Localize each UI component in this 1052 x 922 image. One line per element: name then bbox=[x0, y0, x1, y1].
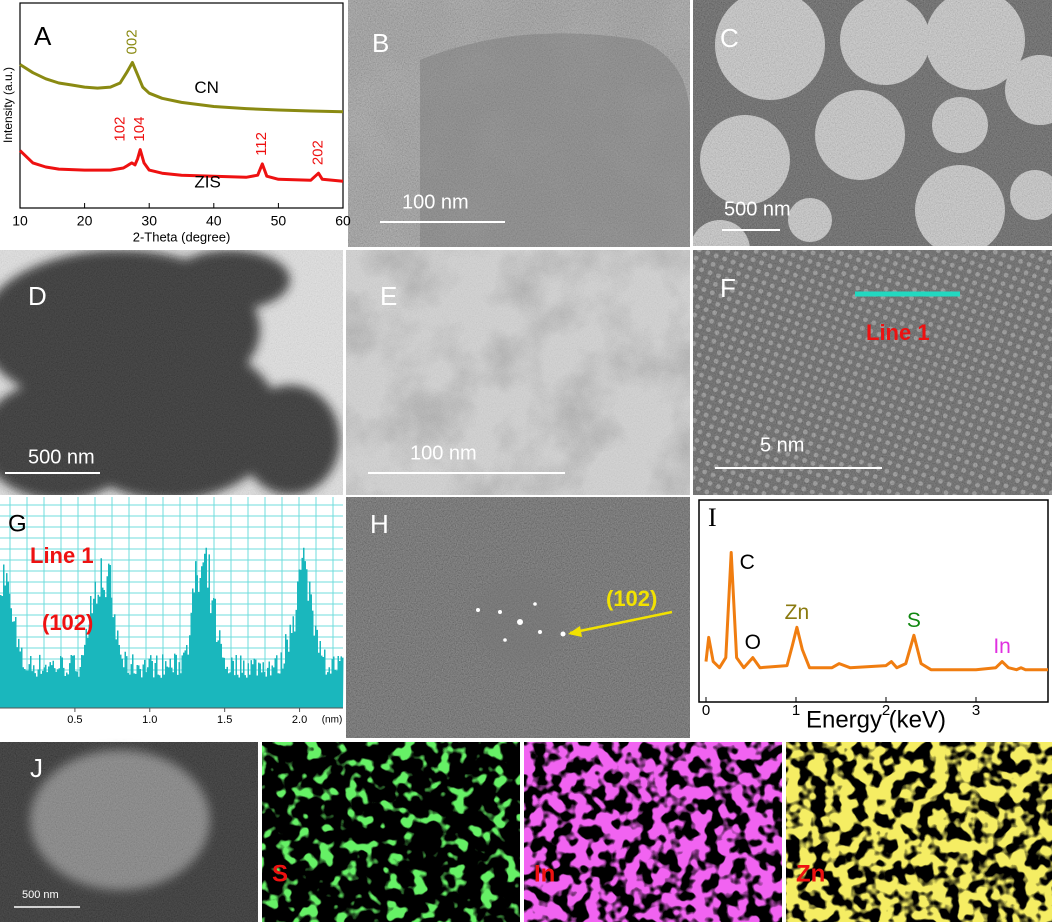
element-label: In bbox=[993, 635, 1011, 658]
scale-bar-label: 500 nm bbox=[28, 446, 95, 468]
x-axis-label: 2-Theta (degree) bbox=[133, 229, 231, 244]
texture bbox=[346, 250, 690, 495]
panel-label: C bbox=[720, 23, 739, 53]
map-label: Zn bbox=[796, 860, 825, 887]
texture bbox=[0, 742, 258, 922]
sem-image bbox=[693, 0, 1052, 246]
element-label: O bbox=[745, 631, 761, 654]
scale-bar-label: 500 nm bbox=[724, 198, 791, 220]
peak-label: 102 bbox=[111, 117, 128, 142]
x-tick-label: 1.5 bbox=[217, 714, 232, 726]
scale-bar-label: 500 nm bbox=[22, 889, 59, 901]
series-label: CN bbox=[194, 78, 219, 97]
element-map bbox=[786, 742, 1052, 922]
panel-label: A bbox=[34, 21, 52, 51]
x-tick-label: 60 bbox=[335, 213, 351, 229]
arrow bbox=[569, 610, 673, 635]
x-tick-label: 2 bbox=[882, 702, 890, 719]
xrd-curve bbox=[18, 148, 344, 183]
scale-bar-label: 5 nm bbox=[760, 434, 804, 456]
element-map bbox=[524, 742, 782, 922]
texture bbox=[348, 0, 690, 247]
tem-image bbox=[0, 250, 343, 495]
panel-label: G bbox=[8, 510, 27, 537]
x-tick-label: 1.0 bbox=[142, 714, 157, 726]
x-tick-label: 0.5 bbox=[67, 714, 82, 726]
panel-label: E bbox=[380, 281, 397, 311]
scale-bar-label: 100 nm bbox=[402, 191, 469, 213]
sheet bbox=[420, 33, 690, 248]
peak-label: 104 bbox=[131, 117, 148, 142]
element-label: S bbox=[907, 609, 921, 632]
panel-label: B bbox=[372, 28, 389, 58]
eds-spectrum bbox=[704, 551, 1048, 672]
line-label: Line 1 bbox=[30, 543, 94, 568]
texture bbox=[693, 0, 1052, 246]
peak-label: 002 bbox=[123, 29, 140, 54]
texture bbox=[693, 250, 1052, 495]
panel-label: I bbox=[708, 503, 717, 532]
x-tick-label: 2.0 bbox=[292, 714, 307, 726]
x-tick-label: 50 bbox=[271, 213, 287, 229]
x-unit: (nm) bbox=[322, 715, 343, 726]
panel-label: D bbox=[28, 281, 47, 311]
panel-label: H bbox=[370, 509, 389, 539]
x-tick-label: 40 bbox=[206, 213, 222, 229]
panel-label: J bbox=[30, 753, 43, 783]
plane-label: (102) bbox=[606, 586, 657, 611]
line-label: Line 1 bbox=[866, 320, 930, 345]
x-tick-label: 20 bbox=[77, 213, 93, 229]
x-tick-label: 3 bbox=[972, 702, 980, 719]
peak-label: 202 bbox=[309, 140, 326, 165]
map-label: S bbox=[272, 860, 288, 887]
fft-spots bbox=[476, 602, 566, 642]
plot-frame bbox=[19, 2, 344, 209]
x-tick-label: 1 bbox=[792, 702, 800, 719]
texture bbox=[0, 250, 343, 495]
scale-bar-label: 100 nm bbox=[410, 442, 477, 464]
line-profile bbox=[0, 547, 344, 708]
element-label: Zn bbox=[785, 601, 810, 624]
plot-frame bbox=[698, 499, 1049, 703]
element-map bbox=[262, 742, 520, 922]
element-maps: S In Zn bbox=[262, 742, 1052, 922]
series-label: ZIS bbox=[194, 173, 220, 192]
arrow-head bbox=[568, 626, 582, 637]
scale-bars bbox=[5, 221, 882, 474]
plane-label: (102) bbox=[42, 610, 93, 635]
y-axis-label: Intensity (a.u.) bbox=[1, 67, 15, 143]
x-tick-label: 30 bbox=[141, 213, 157, 229]
map-label: In bbox=[534, 860, 555, 887]
element-label: C bbox=[740, 551, 755, 574]
xrd-curve bbox=[19, 61, 344, 114]
peak-label: 112 bbox=[253, 132, 270, 156]
x-axis-label: Energy (keV) bbox=[806, 706, 946, 733]
x-tick-label: 10 bbox=[12, 213, 28, 229]
x-tick-label: 0 bbox=[702, 702, 710, 719]
panel-label: F bbox=[720, 273, 736, 303]
